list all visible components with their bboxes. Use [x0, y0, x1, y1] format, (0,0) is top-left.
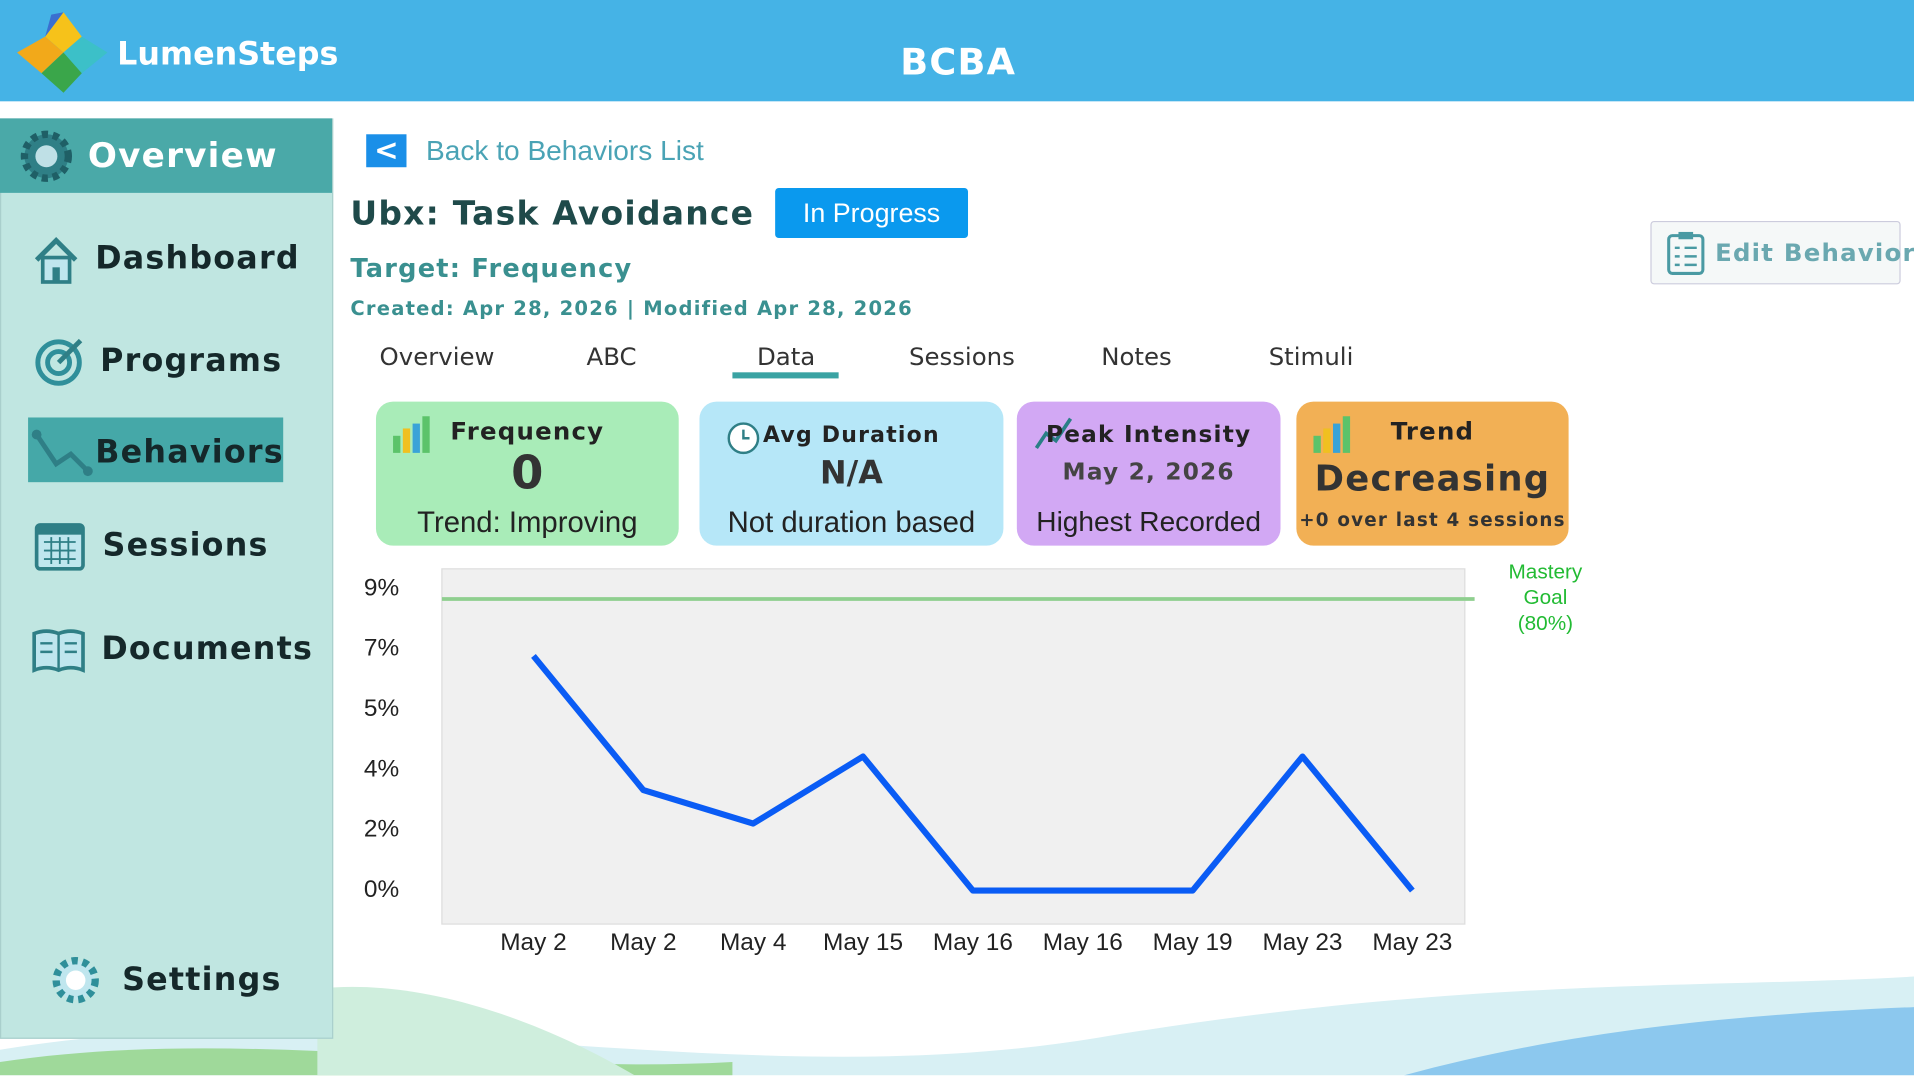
card-note: +0 over last 4 sessions — [1299, 509, 1566, 532]
clipboard-icon — [1667, 231, 1705, 275]
nav-icon — [32, 629, 85, 673]
background-waves — [0, 976, 1914, 1076]
x-tick-label: May 16 — [933, 929, 1013, 956]
goal-annotation: Mastery Goal (80%) — [1508, 560, 1583, 635]
card-icon — [727, 422, 760, 455]
behavior-target: Target: Frequency — [350, 253, 633, 284]
nav-label: Behaviors — [95, 434, 284, 472]
card-title: Avg Duration — [762, 422, 940, 448]
status-pill: In Progress — [775, 187, 969, 239]
edit-label: Edit Behavior — [1715, 238, 1914, 268]
back-button[interactable]: < — [366, 134, 407, 168]
behavior-title: Ubx: Task Avoidance — [350, 195, 755, 234]
nav-label: Programs — [100, 343, 283, 380]
logo — [17, 12, 108, 93]
card-value: N/A — [820, 455, 883, 492]
x-tick-label: May 16 — [1043, 929, 1123, 956]
nav-label: Dashboard — [95, 240, 300, 278]
card-note: Trend: Improving — [417, 506, 638, 540]
card-title: Peak Intensity — [1045, 421, 1252, 448]
y-tick-label: 7% — [364, 635, 399, 662]
y-tick-label: 5% — [364, 695, 399, 722]
gear-icon — [20, 130, 73, 182]
stat-card: Avg Duration N/A Not duration based — [699, 401, 1004, 546]
nav-item[interactable]: Programs — [0, 331, 332, 392]
app-title: BCBA — [900, 41, 1017, 85]
card-icon — [1034, 417, 1073, 450]
sidebar-section[interactable]: Overview — [0, 118, 333, 193]
brand: LumenSteps — [117, 36, 339, 74]
card-value: 0 — [511, 445, 544, 500]
behavior-meta: Created: Apr 28, 2026 | Modified Apr 28,… — [350, 296, 913, 320]
card-icon — [393, 416, 430, 453]
x-tick-label: May 23 — [1262, 929, 1342, 956]
selected-highlight — [28, 417, 284, 483]
tab[interactable]: Notes — [1101, 341, 1172, 372]
y-tick-label: 9% — [364, 574, 399, 601]
card-icon — [1313, 416, 1351, 453]
nav-label: Settings — [122, 961, 282, 999]
card-note: Highest Recorded — [1036, 505, 1262, 538]
x-tick-label: May 19 — [1153, 929, 1233, 956]
nav-icon — [31, 429, 93, 477]
nav-label: Sessions — [102, 527, 269, 564]
y-tick-label: 0% — [364, 876, 399, 903]
nav-icon — [35, 338, 83, 386]
nav-label: Documents — [101, 631, 314, 668]
header-bar — [0, 0, 1914, 102]
data-line — [531, 654, 1415, 894]
card-title: Trend — [1390, 416, 1475, 446]
nav-item[interactable]: Behaviors — [0, 422, 332, 483]
x-tick-label: May 2 — [500, 929, 566, 956]
nav-settings[interactable]: Settings — [0, 950, 332, 1011]
x-tick-label: May 15 — [823, 929, 903, 956]
card-note: Not duration based — [727, 506, 976, 540]
nav-item[interactable]: Sessions — [0, 515, 332, 576]
x-tick-label: May 2 — [610, 929, 676, 956]
stat-card: Trend Decreasing +0 over last 4 sessions — [1296, 401, 1569, 546]
back-link[interactable]: Back to Behaviors List — [426, 134, 704, 167]
stat-card: Frequency 0 Trend: Improving — [375, 401, 679, 546]
tab[interactable]: Sessions — [908, 341, 1015, 372]
settings-icon — [52, 957, 99, 1004]
nav-item[interactable]: Documents — [0, 619, 332, 680]
nav-icon — [34, 523, 85, 571]
tab[interactable]: Stimuli — [1268, 341, 1354, 372]
sidebar-section-label: Overview — [87, 135, 278, 176]
sidebar — [0, 118, 334, 1039]
edit-button[interactable]: Edit Behavior — [1650, 220, 1914, 285]
card-value: Decreasing — [1314, 457, 1551, 500]
tab[interactable]: ABC — [586, 341, 637, 372]
card-value: May 2, 2026 — [1062, 458, 1235, 486]
nav-icon — [34, 237, 78, 284]
card-title: Frequency — [450, 416, 605, 446]
x-tick-label: May 23 — [1372, 929, 1452, 956]
tab[interactable]: Overview — [379, 341, 495, 372]
nav-item[interactable]: Dashboard — [0, 228, 332, 289]
y-tick-label: 2% — [364, 816, 399, 843]
x-tick-label: May 4 — [720, 929, 786, 956]
tab-underline — [732, 372, 839, 379]
y-tick-label: 4% — [364, 755, 399, 782]
stat-card: Peak Intensity May 2, 2026 Highest Recorde… — [1016, 401, 1281, 546]
tab[interactable]: Data — [756, 341, 816, 372]
